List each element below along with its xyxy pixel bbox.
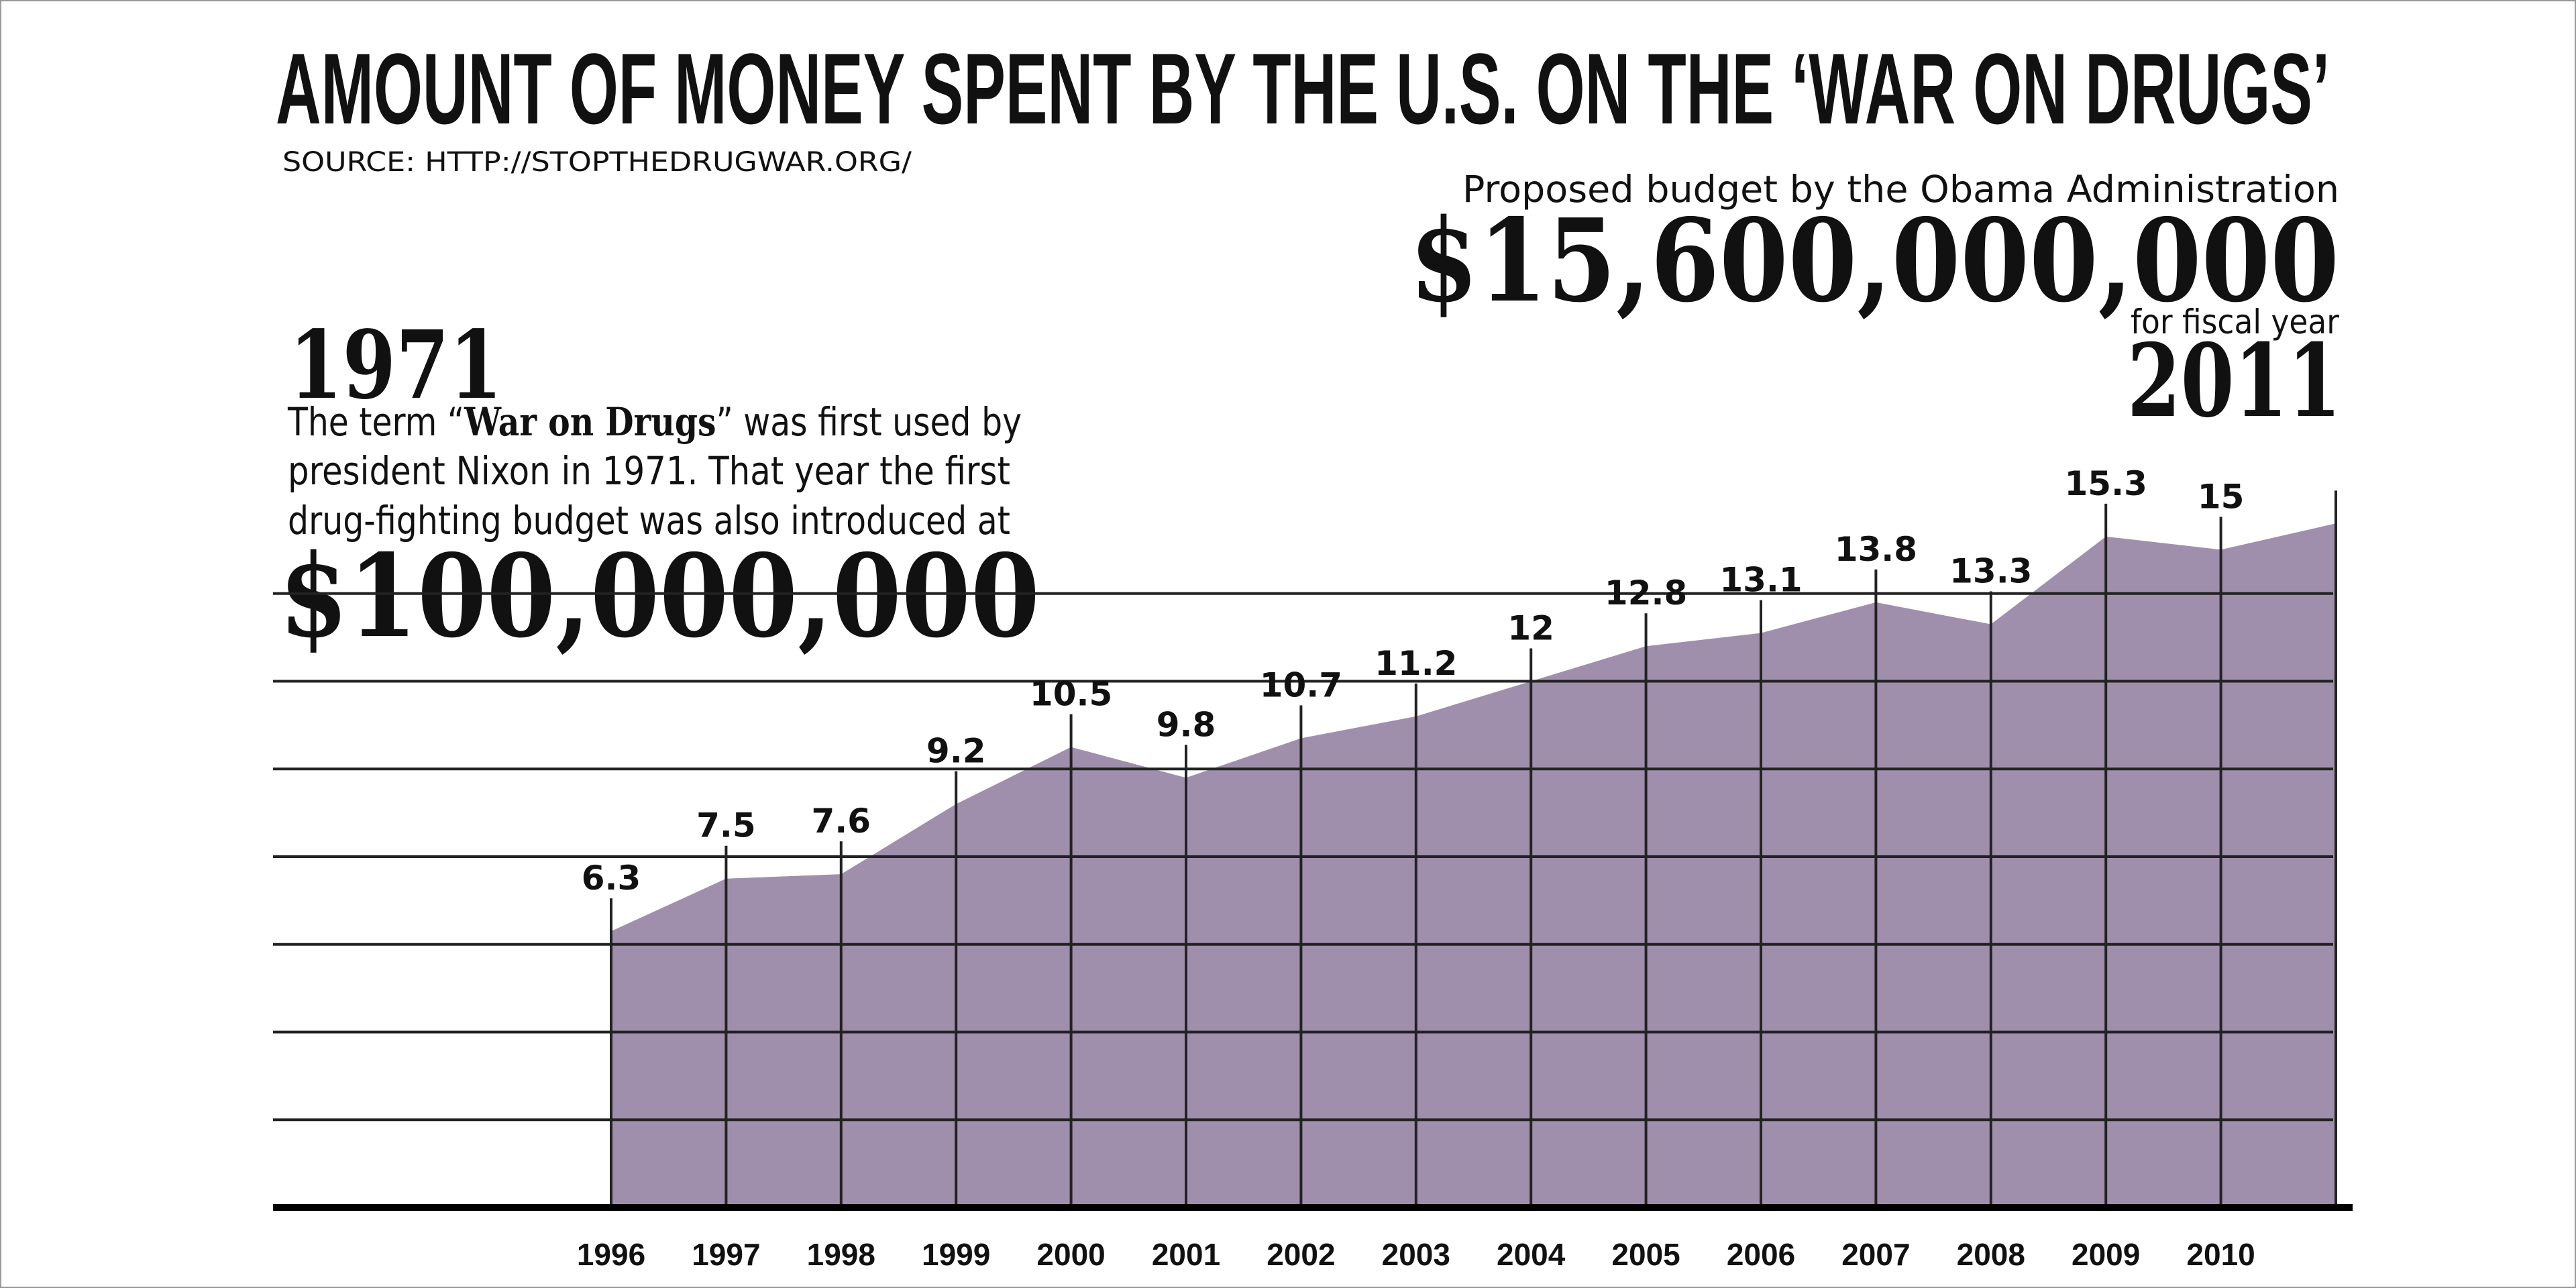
data-label: 7.5	[696, 806, 756, 845]
x-tick-label: 2001	[1152, 1237, 1220, 1272]
x-tick-label: 2003	[1382, 1237, 1450, 1272]
note-line: president Nixon in 1971. That year the f…	[288, 448, 1010, 494]
data-label: 7.6	[812, 802, 871, 841]
area	[611, 523, 2336, 1208]
note-part: ” was first used by	[716, 399, 1022, 445]
data-label: 13.1	[1719, 561, 1802, 600]
x-tick-label: 1997	[692, 1237, 760, 1272]
source: SOURCE: HTTP://STOPTHEDRUGWAR.ORG/	[282, 147, 912, 178]
note-part: The term “	[287, 399, 464, 445]
note-part: president Nixon in 1971. That year the f…	[288, 448, 1010, 494]
x-tick-label: 2002	[1267, 1237, 1335, 1272]
x-tick-label: 2009	[2072, 1237, 2140, 1272]
x-tick-label: 2007	[1841, 1237, 1910, 1272]
data-label: 13.8	[1835, 530, 1917, 569]
right-for: for fiscal year	[2131, 303, 2339, 341]
x-tick-label: 2000	[1036, 1237, 1105, 1272]
data-label: 11.2	[1375, 644, 1457, 683]
data-label: 15	[2198, 477, 2245, 516]
right-year: 2011	[2127, 322, 2341, 440]
data-label: 12	[1507, 609, 1554, 648]
x-tick-label: 1996	[577, 1237, 645, 1272]
right-amount: $15,600,000,000	[1409, 194, 2339, 328]
note-part: drug-fighting budget was also introduced…	[288, 498, 1010, 543]
data-label: 13.3	[1949, 552, 2032, 591]
data-label: 12.8	[1605, 574, 1687, 612]
x-tick-label: 2010	[2186, 1237, 2255, 1272]
x-tick-label: 2004	[1497, 1237, 1566, 1272]
data-label: 10.5	[1030, 675, 1112, 714]
data-label: 6.3	[582, 859, 641, 898]
x-tick-label: 1998	[807, 1237, 875, 1272]
x-tick-label: 2005	[1611, 1237, 1680, 1272]
x-tick-label: 2008	[1957, 1237, 2025, 1272]
left-amount: $100,000,000	[279, 529, 1040, 663]
note-part: War on Drugs	[464, 399, 716, 445]
chart-title: AMOUNT OF MONEY SPENT BY THE U.S. ON THE…	[276, 32, 2330, 145]
left-year: 1971	[289, 311, 502, 421]
right-intro: Proposed budget by the Obama Administrat…	[1462, 168, 2339, 211]
data-label: 9.8	[1157, 705, 1216, 744]
note-line: drug-fighting budget was also introduced…	[288, 498, 1010, 543]
data-label: 10.7	[1260, 666, 1342, 705]
data-label: 9.2	[926, 732, 986, 771]
note-line: The term “War on Drugs” was first used b…	[287, 399, 1022, 445]
x-tick-label: 2006	[1727, 1237, 1795, 1272]
data-label: 15.3	[2065, 464, 2147, 503]
x-tick-label: 1999	[922, 1237, 990, 1272]
